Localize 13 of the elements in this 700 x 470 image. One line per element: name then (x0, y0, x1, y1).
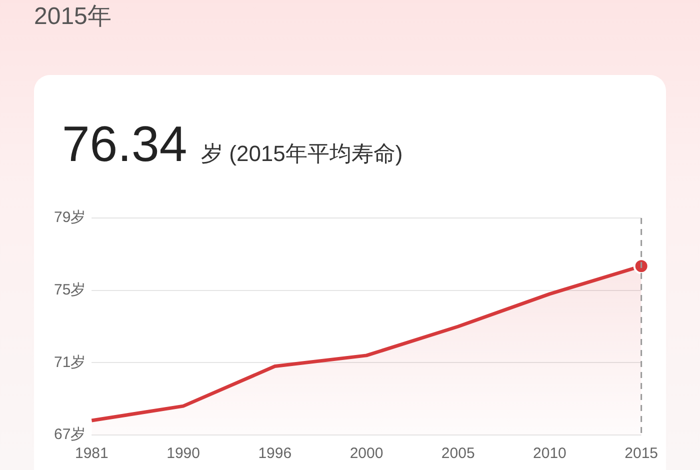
x-tick-label: 2015 (624, 445, 658, 462)
y-tick-label: 79岁 (54, 209, 86, 226)
y-tick-label: 67岁 (54, 426, 86, 444)
y-tick-label: 75岁 (54, 281, 86, 298)
x-tick-label: 1981 (74, 445, 108, 462)
chart-subtitle: 76.34 岁 (2015年平均寿命) (62, 116, 403, 172)
x-tick-label: 2010 (533, 445, 566, 462)
x-tick-label: 1990 (166, 445, 200, 462)
x-tick-label: 2005 (441, 445, 475, 462)
chart-title: 2015年 (34, 2, 112, 32)
x-tick-label: 2000 (350, 445, 384, 462)
y-tick-label: 71岁 (54, 354, 86, 371)
x-tick-label: 1996 (258, 445, 292, 462)
